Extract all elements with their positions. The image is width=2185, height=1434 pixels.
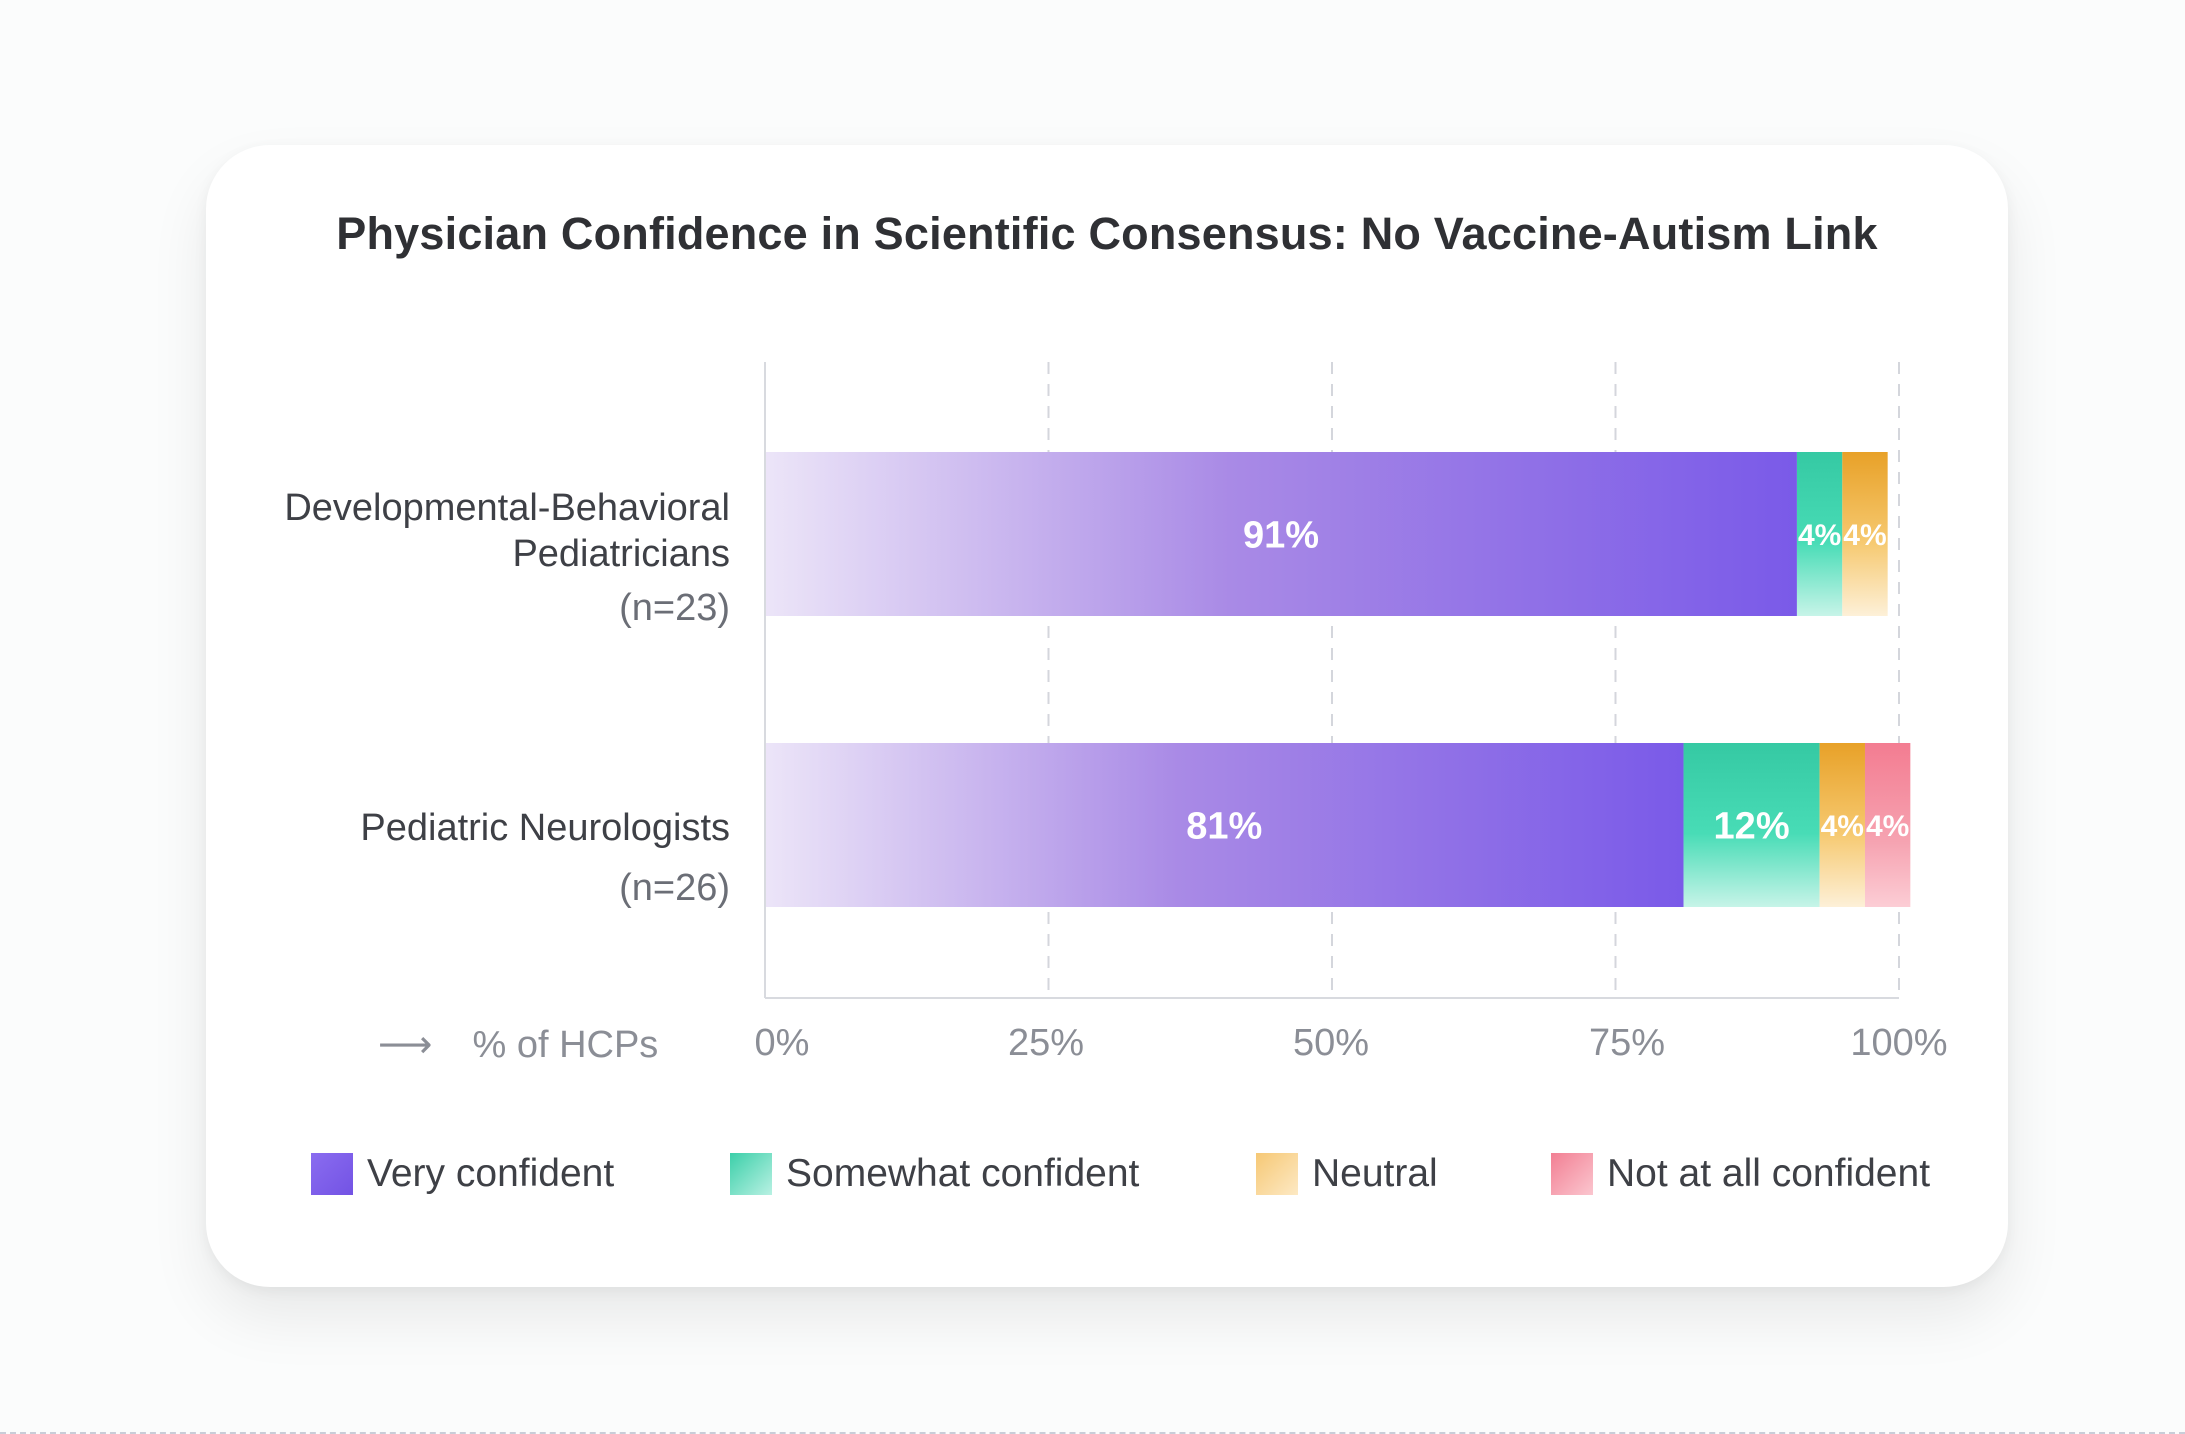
bar-segment bbox=[1796, 452, 1843, 616]
legend-label: Very confident bbox=[367, 1152, 615, 1195]
category-label-line: Developmental-Behavioral bbox=[284, 487, 730, 529]
category-label-pediatric-neurologists: Pediatric Neurologists (n=26) bbox=[360, 805, 730, 911]
bar-data-label: 4% bbox=[1798, 519, 1841, 552]
bar-data-label: 91% bbox=[1243, 515, 1319, 557]
legend-item-somewhat-confident: Somewhat confident bbox=[730, 1152, 1139, 1196]
x-tick-label: 75% bbox=[1588, 1022, 1666, 1064]
bar-segment bbox=[1819, 743, 1865, 907]
legend-swatch bbox=[1256, 1153, 1298, 1195]
chart-title: Physician Confidence in Scientific Conse… bbox=[336, 208, 1878, 259]
legend-label: Somewhat confident bbox=[786, 1152, 1140, 1195]
x-tick-label: 25% bbox=[1007, 1022, 1085, 1064]
bar-data-label: 81% bbox=[1186, 806, 1262, 848]
bar-data-label: 4% bbox=[1843, 519, 1886, 552]
bar-segment bbox=[765, 743, 1684, 907]
legend-swatch bbox=[311, 1153, 353, 1195]
x-tick-label: 100% bbox=[1850, 1022, 1948, 1064]
legend-item-not-at-all-confident: Not at all confident bbox=[1551, 1152, 1930, 1196]
category-sample-size: (n=23) bbox=[619, 587, 730, 629]
category-label-line: Pediatricians bbox=[512, 533, 730, 575]
x-tick-label: 0% bbox=[754, 1022, 810, 1064]
legend-item-neutral: Neutral bbox=[1256, 1152, 1438, 1196]
bar-data-label: 4% bbox=[1821, 810, 1864, 843]
legend-swatch bbox=[730, 1153, 772, 1195]
bar-data-label: 12% bbox=[1714, 806, 1790, 848]
bar-segment bbox=[765, 452, 1797, 616]
bar-data-label: 4% bbox=[1866, 810, 1909, 843]
category-sample-size: (n=26) bbox=[619, 867, 730, 909]
legend-item-very-confident: Very confident bbox=[311, 1152, 614, 1196]
x-tick-label: 50% bbox=[1292, 1022, 1370, 1064]
x-axis-title: ⟶ % of HCPs bbox=[378, 1022, 658, 1067]
legend-label: Neutral bbox=[1312, 1152, 1438, 1195]
arrow-right-icon: ⟶ bbox=[378, 1024, 433, 1066]
bar-segment bbox=[1864, 743, 1911, 907]
category-label-dev-behavioral: Developmental-Behavioral Pediatricians (… bbox=[284, 485, 730, 631]
bar-segment bbox=[1683, 743, 1820, 907]
bar-segment bbox=[1842, 452, 1888, 616]
legend-label: Not at all confident bbox=[1607, 1152, 1931, 1195]
category-label-line: Pediatric Neurologists bbox=[360, 807, 730, 849]
x-axis-title-text: % of HCPs bbox=[472, 1024, 659, 1066]
bottom-divider bbox=[0, 1432, 2185, 1434]
legend-swatch bbox=[1551, 1153, 1593, 1195]
chart-card bbox=[206, 145, 2008, 1287]
